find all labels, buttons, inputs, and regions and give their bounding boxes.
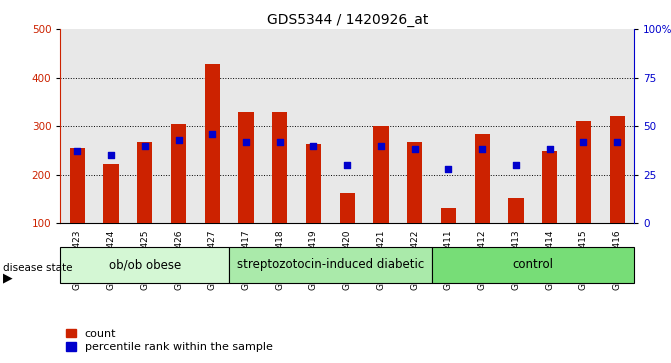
Legend: count, percentile rank within the sample: count, percentile rank within the sample xyxy=(66,329,272,352)
Text: control: control xyxy=(513,258,554,272)
Point xyxy=(477,147,488,152)
Bar xyxy=(407,142,422,223)
Point xyxy=(342,162,353,168)
Bar xyxy=(306,144,321,223)
Bar xyxy=(431,247,634,283)
Point xyxy=(578,139,589,144)
Title: GDS5344 / 1420926_at: GDS5344 / 1420926_at xyxy=(266,13,428,26)
Point xyxy=(140,143,150,148)
Bar xyxy=(610,117,625,223)
Bar xyxy=(509,197,523,223)
Bar xyxy=(272,111,287,223)
Bar xyxy=(340,193,355,223)
Point xyxy=(409,147,420,152)
Point xyxy=(241,139,252,144)
Point xyxy=(544,147,555,152)
Bar xyxy=(70,148,85,223)
Bar xyxy=(171,124,186,223)
Point xyxy=(376,143,386,148)
Text: disease state: disease state xyxy=(3,262,73,273)
Point xyxy=(612,139,623,144)
Point xyxy=(511,162,521,168)
Point xyxy=(207,131,217,137)
Text: ob/ob obese: ob/ob obese xyxy=(109,258,181,272)
Bar xyxy=(238,111,254,223)
Bar xyxy=(103,164,119,223)
Point xyxy=(443,166,454,172)
Bar xyxy=(576,121,591,223)
Bar xyxy=(474,134,490,223)
Point xyxy=(274,139,285,144)
Bar xyxy=(137,142,152,223)
Point xyxy=(173,137,184,143)
Bar xyxy=(542,151,558,223)
Point xyxy=(308,143,319,148)
Bar xyxy=(373,126,389,223)
Text: streptozotocin-induced diabetic: streptozotocin-induced diabetic xyxy=(237,258,424,272)
Text: ▶: ▶ xyxy=(3,271,13,284)
Point xyxy=(72,148,83,154)
Bar xyxy=(229,247,431,283)
Bar xyxy=(205,64,220,223)
Bar xyxy=(441,208,456,223)
Bar xyxy=(60,247,229,283)
Point xyxy=(105,152,116,158)
